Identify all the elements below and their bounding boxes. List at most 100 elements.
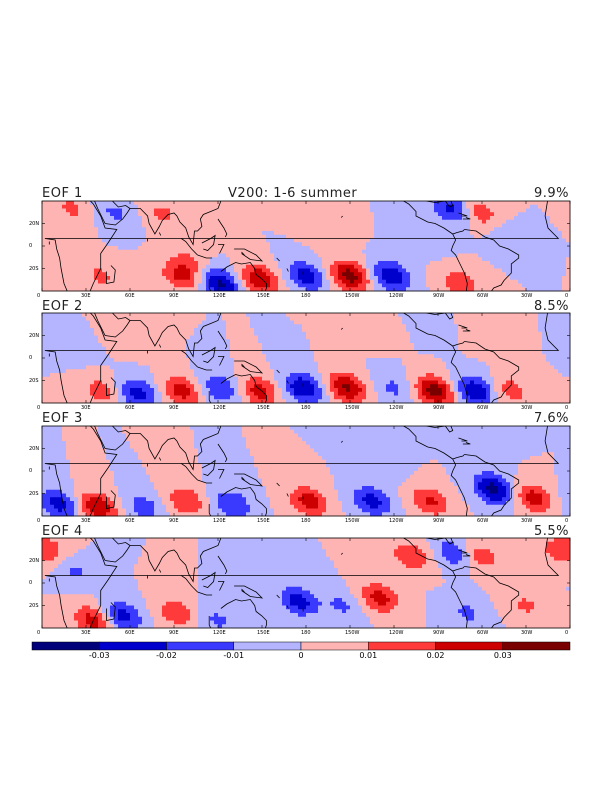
contour-cell [338,343,343,348]
contour-cell [526,268,531,273]
contour-cell [506,219,511,224]
contour-cell [154,242,159,247]
contour-cell [74,354,79,359]
contour-cell [370,238,375,243]
contour-cell [550,350,555,355]
contour-cell [402,242,407,247]
contour-cell [538,276,543,281]
contour-cell [54,257,59,262]
contour-cell [206,212,211,217]
contour-cell [374,343,379,348]
contour-cell [542,268,547,273]
contour-cell [154,231,159,236]
contour-cell [58,272,63,277]
contour-cell [46,208,51,213]
contour-cell [322,354,327,359]
contour-cell [222,238,227,243]
contour-cell [306,339,311,344]
contour-cell [514,283,519,288]
contour-cell [262,223,267,228]
contour-cell [78,234,83,239]
contour-cell [394,268,399,273]
contour-cell [62,279,67,284]
contour-cell [282,346,287,351]
contour-cell [510,227,515,232]
contour-cell [230,276,235,281]
contour-cell [334,223,339,228]
contour-cell [434,343,439,348]
contour-cell [126,246,131,251]
contour-cell [78,231,83,236]
contour-cell [534,204,539,209]
contour-cell [338,227,343,232]
contour-cell [90,279,95,284]
contour-cell [82,343,87,348]
contour-cell [94,212,99,217]
contour-cell [390,287,395,292]
contour-cell [82,346,87,351]
contour-cell [466,212,471,217]
contour-cell [262,316,267,321]
contour-cell [62,257,67,262]
contour-cell [62,276,67,281]
contour-cell [550,313,555,318]
contour-cell [330,331,335,336]
contour-cell [510,324,515,329]
contour-cell [82,339,87,344]
contour-cell [354,264,359,269]
contour-cell [518,358,523,363]
contour-cell [58,287,63,292]
contour-cell [486,231,491,236]
contour-cell [278,343,283,348]
contour-cell [474,283,479,288]
contour-cell [478,261,483,266]
contour-cell [550,346,555,351]
contour-cell [202,316,207,321]
contour-cell [222,331,227,336]
contour-cell [142,350,147,355]
contour-cell [114,246,119,251]
contour-cell [50,216,55,221]
contour-cell [374,212,379,217]
contour-cell [394,201,399,206]
contour-cell [522,328,527,333]
contour-cell [266,234,271,239]
contour-cell [122,242,127,247]
contour-cell [398,264,403,269]
contour-cell [218,264,223,269]
contour-cell [254,313,259,318]
contour-cell [242,316,247,321]
contour-cell [430,272,435,277]
contour-cell [134,331,139,336]
contour-cell [66,208,71,213]
contour-cell [150,320,155,325]
contour-cell [230,287,235,292]
contour-cell [242,249,247,254]
contour-cell [518,261,523,266]
contour-cell [546,231,551,236]
contour-cell [530,242,535,247]
contour-cell [78,361,83,366]
contour-cell [526,261,531,266]
contour-cell [386,212,391,217]
contour-cell [230,223,235,228]
contour-cell [210,328,215,333]
contour-cell [426,279,431,284]
contour-cell [270,201,275,206]
contour-cell [550,261,555,266]
contour-cell [422,339,427,344]
contour-cell [234,227,239,232]
contour-cell [566,227,571,232]
contour-cell [66,261,71,266]
contour-cell [558,276,563,281]
contour-cell [234,313,239,318]
contour-cell [426,204,431,209]
contour-cell [314,328,319,333]
contour-cell [374,242,379,247]
contour-cell [474,316,479,321]
contour-cell [138,276,143,281]
contour-cell [78,219,83,224]
contour-cell [126,242,131,247]
contour-cell [294,242,299,247]
contour-cell [190,201,195,206]
